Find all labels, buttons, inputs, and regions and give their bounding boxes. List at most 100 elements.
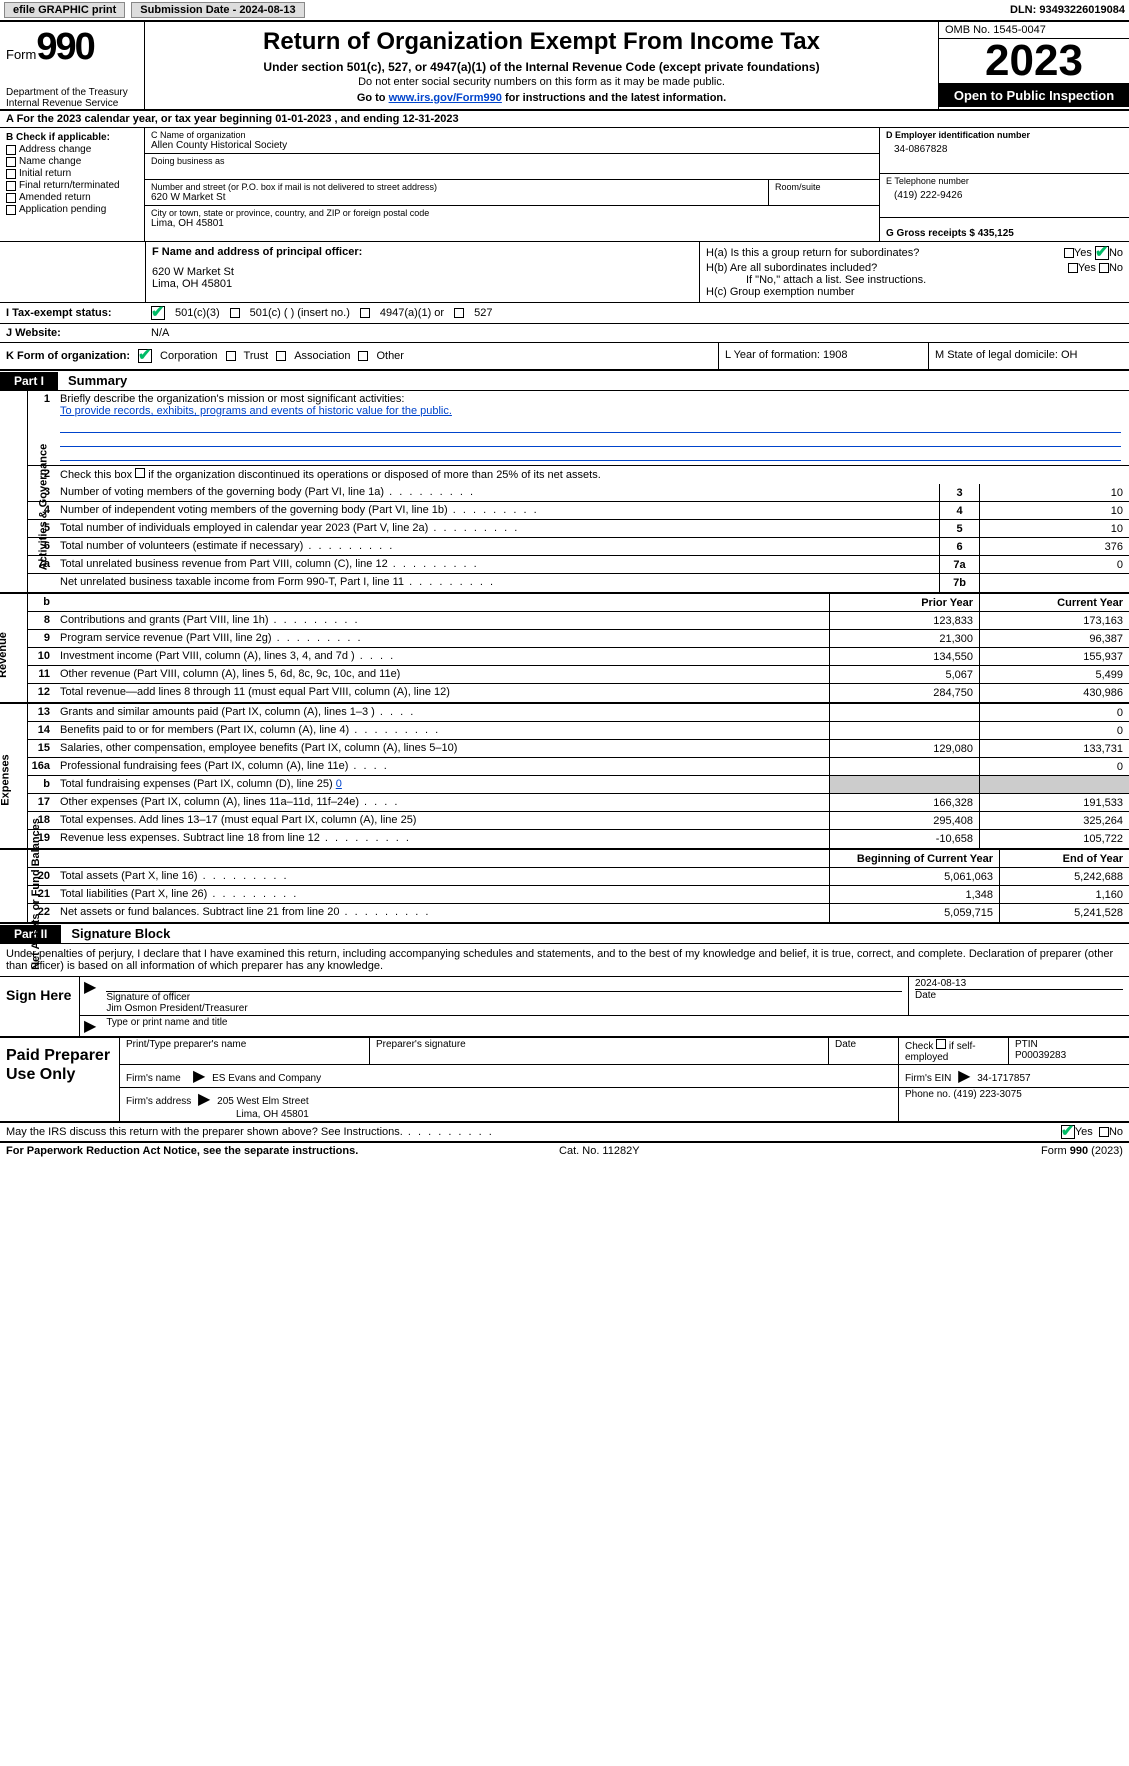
officer-addr2: Lima, OH 45801 xyxy=(152,278,693,290)
fundraising-link[interactable]: 0 xyxy=(336,778,342,790)
arrow-icon: ▶ xyxy=(80,977,100,1015)
form-label: Form990 xyxy=(6,26,138,69)
tax-year: 2023 xyxy=(939,39,1129,84)
officer-label: F Name and address of principal officer: xyxy=(152,246,693,258)
hdr-beg: Beginning of Current Year xyxy=(829,850,999,867)
line7b: Net unrelated business taxable income fr… xyxy=(56,574,939,592)
row-i: I Tax-exempt status: 501(c)(3) 501(c) ( … xyxy=(0,303,1129,324)
row-klm: K Form of organization: Corporation Trus… xyxy=(0,343,1129,371)
chk-trust[interactable] xyxy=(226,351,236,361)
section-netassets: Net Assets or Fund Balances Beginning of… xyxy=(0,850,1129,924)
h-a-yes[interactable] xyxy=(1064,248,1074,258)
address-block: B Check if applicable: Address change Na… xyxy=(0,128,1129,242)
line16b: Total fundraising expenses (Part IX, col… xyxy=(56,776,829,793)
h-b-yes[interactable] xyxy=(1068,263,1078,273)
addr-label: Number and street (or P.O. box if mail i… xyxy=(151,182,762,192)
arrow-icon: ▶ xyxy=(80,1016,100,1036)
val6: 376 xyxy=(979,538,1129,555)
firm-ein: 34-1717857 xyxy=(977,1073,1030,1084)
dln-label: DLN: 93493226019084 xyxy=(1010,4,1125,16)
submission-date: Submission Date - 2024-08-13 xyxy=(131,2,304,18)
page-footer: For Paperwork Reduction Act Notice, see … xyxy=(0,1143,1129,1159)
val3: 10 xyxy=(979,484,1129,501)
form-subtitle: Under section 501(c), 527, or 4947(a)(1)… xyxy=(153,60,930,74)
org-name: Allen County Historical Society xyxy=(151,140,873,151)
firm-phone: (419) 223-3075 xyxy=(953,1089,1021,1100)
chk-discontinued[interactable] xyxy=(135,468,145,478)
chk-501c[interactable] xyxy=(230,308,240,318)
state-domicile: M State of legal domicile: OH xyxy=(929,343,1129,369)
org-name-label: C Name of organization xyxy=(151,130,873,140)
box-b-header: B Check if applicable: xyxy=(6,132,138,143)
chk-self-employed[interactable] xyxy=(936,1039,946,1049)
chk-527[interactable] xyxy=(454,308,464,318)
row-a-tax-year: A For the 2023 calendar year, or tax yea… xyxy=(0,111,1129,128)
val7a: 0 xyxy=(979,556,1129,573)
row-j: J Website: N/A xyxy=(0,324,1129,343)
chk-final-return[interactable] xyxy=(6,181,16,191)
part1-header: Part I Summary xyxy=(0,371,1129,391)
discuss-no[interactable] xyxy=(1099,1127,1109,1137)
form-header: Form990 Department of the Treasury Inter… xyxy=(0,22,1129,111)
section-activities: Activities & Governance 1 Briefly descri… xyxy=(0,391,1129,594)
h-b-note: If "No," attach a list. See instructions… xyxy=(746,274,1123,286)
h-c-label: H(c) Group exemption number xyxy=(706,286,1123,298)
phone-value: (419) 222-9426 xyxy=(886,186,1123,205)
hdr-prior: Prior Year xyxy=(829,594,979,611)
room-label: Room/suite xyxy=(775,182,873,192)
chk-initial-return[interactable] xyxy=(6,169,16,179)
form-note: Do not enter social security numbers on … xyxy=(153,76,930,88)
officer-addr1: 620 W Market St xyxy=(152,266,693,278)
chk-app-pending[interactable] xyxy=(6,205,16,215)
discuss-yes[interactable] xyxy=(1061,1125,1075,1139)
line3: Number of voting members of the governin… xyxy=(56,484,939,501)
efile-print-button[interactable]: efile GRAPHIC print xyxy=(4,2,125,18)
dba-label: Doing business as xyxy=(151,156,873,166)
firm-addr1: 205 West Elm Street xyxy=(217,1096,309,1107)
irs-link[interactable]: www.irs.gov/Form990 xyxy=(389,92,502,104)
chk-association[interactable] xyxy=(276,351,286,361)
ptin-value: P00039283 xyxy=(1015,1050,1066,1061)
gross-receipts: G Gross receipts $ 435,125 xyxy=(886,228,1123,239)
section-expenses: Expenses 13Grants and similar amounts pa… xyxy=(0,704,1129,850)
line6: Total number of volunteers (estimate if … xyxy=(56,538,939,555)
line7a: Total unrelated business revenue from Pa… xyxy=(56,556,939,573)
city-label: City or town, state or province, country… xyxy=(151,208,873,218)
form-title: Return of Organization Exempt From Incom… xyxy=(153,28,930,56)
sig-date: 2024-08-13 xyxy=(915,978,1123,990)
open-inspection: Open to Public Inspection xyxy=(939,84,1129,107)
paid-preparer-block: Paid Preparer Use Only Print/Type prepar… xyxy=(0,1038,1129,1123)
h-b-no[interactable] xyxy=(1099,263,1109,273)
h-a-label: H(a) Is this a group return for subordin… xyxy=(706,247,1064,259)
discuss-row: May the IRS discuss this return with the… xyxy=(0,1123,1129,1143)
year-formation: L Year of formation: 1908 xyxy=(719,343,929,369)
sign-here-block: Sign Here ▶ Signature of officer Jim Osm… xyxy=(0,977,1129,1038)
part2-header: Part II Signature Block xyxy=(0,924,1129,944)
website-value: N/A xyxy=(151,327,169,339)
sig-intro: Under penalties of perjury, I declare th… xyxy=(0,944,1129,977)
chk-name-change[interactable] xyxy=(6,157,16,167)
chk-corporation[interactable] xyxy=(138,349,152,363)
chk-amended-return[interactable] xyxy=(6,193,16,203)
h-a-no[interactable] xyxy=(1095,246,1109,260)
firm-name: ES Evans and Company xyxy=(212,1073,321,1084)
chk-501c3[interactable] xyxy=(151,306,165,320)
val7b xyxy=(979,574,1129,592)
hdr-end: End of Year xyxy=(999,850,1129,867)
chk-other[interactable] xyxy=(358,351,368,361)
city-state-zip: Lima, OH 45801 xyxy=(151,218,873,229)
mission-text[interactable]: To provide records, exhibits, programs a… xyxy=(60,405,452,417)
chk-4947[interactable] xyxy=(360,308,370,318)
street-address: 620 W Market St xyxy=(151,192,762,203)
dept-treasury: Department of the Treasury Internal Reve… xyxy=(6,87,138,109)
section-revenue: Revenue bPrior YearCurrent Year 8Contrib… xyxy=(0,594,1129,704)
officer-name: Jim Osmon President/Treasurer xyxy=(106,1003,902,1014)
line5: Total number of individuals employed in … xyxy=(56,520,939,537)
line4: Number of independent voting members of … xyxy=(56,502,939,519)
line1-label: Briefly describe the organization's miss… xyxy=(60,393,404,405)
ein-value: 34-0867828 xyxy=(886,140,1123,159)
h-b-label: H(b) Are all subordinates included? xyxy=(706,262,1068,274)
hdr-curr: Current Year xyxy=(979,594,1129,611)
chk-address-change[interactable] xyxy=(6,145,16,155)
val5: 10 xyxy=(979,520,1129,537)
